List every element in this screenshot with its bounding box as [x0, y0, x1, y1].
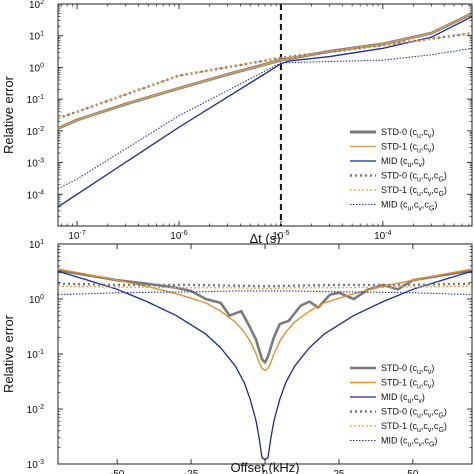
top-series-group [58, 4, 472, 226]
y-tick-label: 101 [29, 239, 44, 251]
legend-entry: STD-1 (cu,cv) [350, 142, 434, 155]
x-tick-label: 10-6 [170, 230, 187, 242]
legend-entry: STD-0 (cu,cv,cG) [350, 171, 447, 184]
y-tick-label: 10-1 [27, 349, 44, 361]
series-line [58, 282, 472, 288]
top-chart-panel: 10-7 10-6 10-5 10-4 10-4 10-3 10-2 10-1 100 101 10… [1, 0, 473, 246]
legend-entry: STD-1 (cu,cv,cG) [350, 421, 447, 434]
legend-entry: STD-1 (cu,cv,cG) [350, 185, 447, 198]
legend-label: MID (cu,cv,cG) [381, 200, 437, 213]
x-tick-label: -25 [184, 469, 199, 474]
y-tick-label: 10-4 [27, 189, 44, 201]
y-tick-label: 100 [29, 294, 44, 306]
series-line [58, 269, 472, 364]
legend-label: MID (cu,cv,cG) [381, 436, 437, 449]
legend-label: STD-1 (cu,cv) [381, 142, 434, 155]
x-tick-label: 50 [407, 469, 419, 474]
bottom-chart-panel: -50 -25 0 25 50 10-3 10-2 10-1 100 101 Offset (kH… [1, 239, 473, 474]
series-line [58, 12, 472, 130]
legend-entry: MID (cu,cv,cG) [350, 436, 437, 449]
legend-entry: STD-0 (cu,cv) [350, 127, 434, 140]
bottom-y-axis-label: Relative error [1, 314, 16, 393]
top-x-axis-label: Δt (s) [249, 231, 280, 246]
legend-entry: STD-1 (cu,cv) [350, 378, 434, 391]
legend-entry: MID (cu,cv,cG) [350, 200, 437, 213]
bottom-plot-frame [57, 243, 473, 465]
legend-label: STD-1 (cu,cv,cG) [381, 421, 447, 434]
x-tick-label: 10-7 [68, 230, 85, 242]
series-line [58, 16, 472, 208]
legend-label: STD-0 (cu,cv,cG) [381, 407, 447, 420]
x-tick-label: 10-4 [374, 230, 391, 242]
y-tick-label: 10-1 [27, 94, 44, 106]
x-tick-label: 10-5 [272, 230, 289, 242]
x-tick-label: -50 [110, 469, 125, 474]
series-line [58, 47, 472, 190]
legend-label: STD-1 (cu,cv) [381, 378, 434, 391]
bottom-axis-ticks: -50 -25 0 25 50 10-3 10-2 10-1 100 101 [27, 239, 472, 474]
y-tick-label: 10-3 [27, 158, 44, 170]
legend-label: STD-0 (cu,cv,cG) [381, 171, 447, 184]
legend-entry: MID (cu,cv) [350, 156, 425, 169]
y-tick-label: 102 [29, 0, 44, 11]
series-line [58, 32, 472, 119]
top-y-axis-label: Relative error [1, 75, 16, 154]
legend-entry: MID (cu,cv) [350, 392, 425, 405]
legend-label: STD-0 (cu,cv) [381, 127, 434, 140]
legend-label: STD-1 (cu,cv,cG) [381, 185, 447, 198]
top-legend: STD-0 (cu,cv) STD-1 (cu,cv)MID (cu,cv) STD… [350, 127, 447, 213]
legend-entry: STD-0 (cu,cv) [350, 363, 434, 376]
y-tick-label: 10-2 [27, 404, 44, 416]
legend-label: MID (cu,cv) [381, 392, 425, 405]
x-tick-label: 0 [262, 469, 268, 474]
legend-entry: STD-0 (cu,cv,cG) [350, 407, 447, 420]
series-line [58, 290, 472, 296]
y-tick-label: 10-3 [27, 459, 44, 471]
legend-label: STD-0 (cu,cv) [381, 363, 434, 376]
y-tick-label: 101 [29, 31, 44, 43]
y-tick-label: 10-2 [27, 126, 44, 138]
legend-label: MID (cu,cv) [381, 156, 425, 169]
y-tick-label: 100 [29, 62, 44, 74]
top-axis-ticks: 10-7 10-6 10-5 10-4 10-4 10-3 10-2 10-1 100 101 10… [27, 0, 472, 242]
bottom-x-axis-label: Offset (kHz) [230, 460, 299, 474]
bottom-legend: STD-0 (cu,cv) STD-1 (cu,cv)MID (cu,cv) STD… [350, 363, 447, 449]
x-tick-label: 25 [333, 469, 345, 474]
series-line [58, 268, 472, 372]
